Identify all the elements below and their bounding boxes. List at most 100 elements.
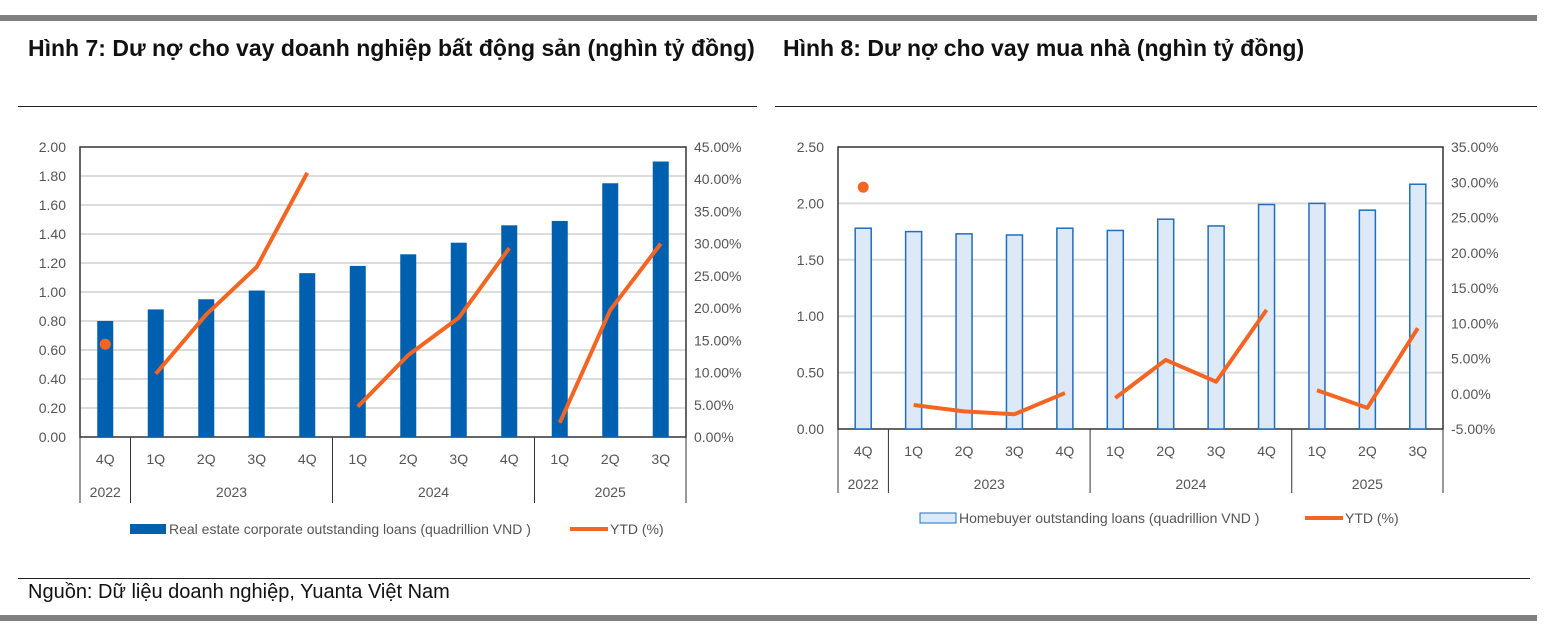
chart8-x-tick-label: 2Q: [1358, 443, 1377, 459]
chart8-y2-tick-label: 25.00%: [1451, 210, 1498, 226]
chart8-y2-tick-label: 20.00%: [1451, 245, 1498, 261]
chart7-y2-tick-label: 45.00%: [694, 139, 741, 155]
chart8-bar: [1308, 202, 1326, 430]
chart7-y-tick-label: 0.40: [39, 371, 66, 387]
chart7-bar: [450, 242, 467, 437]
chart7-x-tick-label: 3Q: [247, 451, 266, 467]
chart7-x-tick-label: 4Q: [96, 451, 115, 467]
chart8-bar: [1106, 229, 1125, 430]
chart8-y-tick-label: 1.00: [797, 308, 824, 324]
chart8-bar: [1358, 209, 1377, 430]
chart7-y2-tick-label: 30.00%: [694, 236, 741, 252]
chart8-legend-bar-label: Homebuyer outstanding loans (quadrillion…: [959, 510, 1259, 526]
chart8-bar: [1056, 227, 1074, 430]
chart7-x-tick-label: 2Q: [601, 451, 620, 467]
chart7-bar: [349, 265, 366, 437]
chart7-x-tick-label: 2Q: [197, 451, 216, 467]
chart8-legend-line-label: YTD (%): [1345, 510, 1399, 526]
chart8-year-label: 2025: [1352, 476, 1383, 492]
chart7-y-tick-label: 0.20: [39, 400, 66, 416]
chart8-bar: [1257, 203, 1276, 430]
chart8-x-tick-label: 3Q: [1408, 443, 1427, 459]
chart8-year-label: 2024: [1175, 476, 1206, 492]
chart8-y2-tick-label: -5.00%: [1451, 421, 1495, 437]
chart7-y-tick-label: 0.60: [39, 342, 66, 358]
chart7-x-tick-label: 3Q: [651, 451, 670, 467]
chart7-x-tick-label: 4Q: [298, 451, 317, 467]
chart7-y2-tick-label: 40.00%: [694, 171, 741, 187]
chart7-y-tick-label: 2.00: [39, 139, 66, 155]
chart8-y2-tick-label: 0.00%: [1451, 386, 1491, 402]
chart7-year-label: 2024: [418, 484, 449, 500]
chart7-year-label: 2023: [216, 484, 247, 500]
chart7-bar: [551, 220, 568, 437]
source-note: Nguồn: Dữ liệu doanh nghiệp, Yuanta Việt…: [28, 581, 450, 603]
chart8-y-tick-label: 0.00: [797, 421, 824, 437]
chart8-bar: [904, 230, 923, 430]
chart7-ytd-point: [99, 338, 111, 350]
chart7-y2-tick-label: 20.00%: [694, 300, 741, 316]
chart7-bar: [248, 290, 265, 437]
chart7-y-tick-label: 0.00: [39, 429, 66, 445]
chart7-x-tick-label: 1Q: [550, 451, 569, 467]
chart8-y2-tick-label: 15.00%: [1451, 280, 1498, 296]
chart8-y-tick-label: 0.50: [797, 365, 824, 381]
chart7-y-tick-label: 1.60: [39, 197, 66, 213]
chart8-y-tick-label: 2.50: [797, 139, 824, 155]
chart7-legend-line-label: YTD (%): [610, 521, 664, 537]
chart8-y2-tick-label: 5.00%: [1451, 351, 1491, 367]
chart7-y2-tick-label: 35.00%: [694, 203, 741, 219]
chart7-x-tick-label: 4Q: [500, 451, 519, 467]
chart8-x-tick-label: 1Q: [904, 443, 923, 459]
chart7-legend-bar-label: Real estate corporate outstanding loans …: [169, 521, 531, 537]
chart7-bar: [501, 225, 518, 437]
chart8-x-tick-label: 2Q: [1156, 443, 1175, 459]
figure8-title: Hình 8: Dư nợ cho vay mua nhà (nghìn tỷ …: [783, 35, 1305, 61]
chart7-y2-tick-label: 10.00%: [694, 365, 741, 381]
chart8-x-tick-label: 4Q: [1056, 443, 1075, 459]
chart8-y2-tick-label: 30.00%: [1451, 174, 1498, 190]
chart8-x-tick-label: 4Q: [854, 443, 873, 459]
chart7-y2-tick-label: 25.00%: [694, 268, 741, 284]
chart7-x-tick-label: 1Q: [348, 451, 367, 467]
chart7-ytd-line: [154, 171, 310, 376]
divider: [18, 106, 757, 107]
chart7-year-label: 2025: [595, 484, 626, 500]
chart7-year-label: 2022: [90, 484, 121, 500]
bottom-band: [0, 615, 1537, 621]
chart8-bar: [1409, 183, 1427, 430]
chart8-bar: [1156, 218, 1175, 430]
chart8-x-tick-label: 3Q: [1207, 443, 1226, 459]
chart8-x-tick-label: 1Q: [1106, 443, 1125, 459]
chart8-year-label: 2022: [848, 476, 879, 492]
chart7-x-tick-label: 3Q: [449, 451, 468, 467]
chart7-bar: [198, 299, 215, 437]
chart8-bar: [955, 233, 973, 430]
chart7-y-tick-label: 0.80: [39, 313, 66, 329]
chart8-year-label: 2023: [974, 476, 1005, 492]
chart7-x-tick-label: 2Q: [399, 451, 418, 467]
chart8-x-tick-label: 1Q: [1308, 443, 1327, 459]
chart7-y2-tick-label: 0.00%: [694, 429, 734, 445]
chart8-bar: [1005, 234, 1024, 430]
chart8-ytd-line: [1316, 327, 1420, 410]
chart7-y-tick-label: 1.00: [39, 284, 66, 300]
chart8-bar: [1207, 225, 1225, 430]
chart7-y-tick-label: 1.20: [39, 255, 66, 271]
chart8-y-tick-label: 1.50: [797, 252, 824, 268]
chart8-x-tick-label: 2Q: [955, 443, 974, 459]
chart8-y-tick-label: 2.00: [797, 195, 824, 211]
chart8-y2-tick-label: 35.00%: [1451, 139, 1498, 155]
chart7-y-tick-label: 1.40: [39, 226, 66, 242]
chart8-y2-tick-label: 10.00%: [1451, 315, 1498, 331]
top-band: [0, 15, 1537, 21]
chart8-legend-bar-swatch: [919, 512, 957, 524]
chart7-legend-bar-swatch: [130, 524, 166, 534]
chart7-y2-tick-label: 15.00%: [694, 332, 741, 348]
chart8-plot-frame: [837, 146, 1444, 430]
chart7-bar: [97, 321, 114, 437]
chart7-y-tick-label: 1.80: [39, 168, 66, 184]
figure7-title: Hình 7: Dư nợ cho vay doanh nghiệp bất đ…: [28, 35, 755, 61]
chart8-x-tick-label: 4Q: [1257, 443, 1276, 459]
